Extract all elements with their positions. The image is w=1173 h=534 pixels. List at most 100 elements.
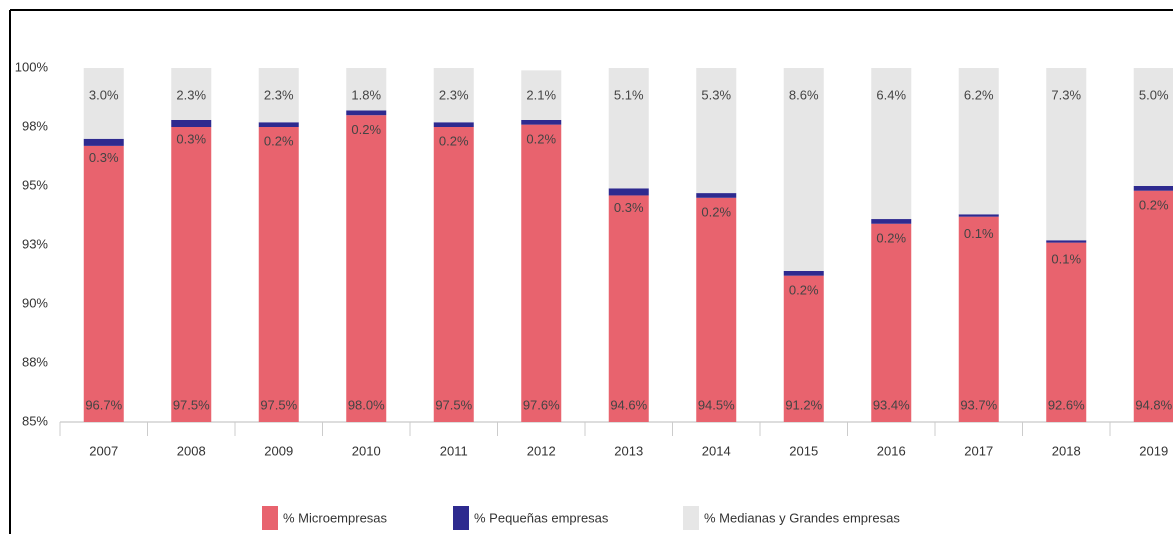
bar-segment	[521, 124, 562, 422]
bar-segment	[958, 216, 999, 422]
value-label: 97.5%	[435, 397, 472, 412]
bar-segment	[346, 110, 387, 116]
bar-segment	[433, 127, 474, 422]
bar-segment	[171, 68, 212, 120]
value-label: 8.6%	[789, 87, 819, 102]
value-label: 1.8%	[351, 87, 381, 102]
legend-swatch	[262, 506, 278, 530]
value-label: 2.3%	[264, 87, 294, 102]
bar-segment	[1133, 186, 1173, 191]
value-label: 93.4%	[873, 397, 910, 412]
bar-segment	[1046, 242, 1087, 422]
value-label: 0.3%	[89, 150, 119, 165]
y-tick-label: 98%	[22, 118, 48, 133]
bar-segment	[958, 68, 999, 215]
legend-swatch	[683, 506, 699, 530]
value-label: 0.3%	[614, 200, 644, 215]
y-tick-label: 85%	[22, 413, 48, 428]
bar-segment	[696, 193, 737, 198]
bar-segment	[871, 223, 912, 422]
bar-segment	[433, 122, 474, 127]
value-label: 2.1%	[526, 87, 556, 102]
bar-segment	[871, 219, 912, 224]
y-tick-label: 95%	[22, 177, 48, 192]
value-label: 96.7%	[85, 397, 122, 412]
value-label: 97.5%	[173, 397, 210, 412]
value-label: 5.3%	[701, 87, 731, 102]
value-label: 0.2%	[439, 134, 469, 149]
bar-segment	[1046, 240, 1087, 243]
x-tick-label: 2007	[89, 443, 118, 458]
x-tick-label: 2008	[177, 443, 206, 458]
x-tick-label: 2010	[352, 443, 381, 458]
x-tick-label: 2019	[1139, 443, 1168, 458]
legend-label: % Pequeñas empresas	[474, 510, 609, 525]
bar-segment	[171, 119, 212, 127]
bar-segment	[433, 68, 474, 123]
bar-segment	[83, 138, 124, 146]
bar-segment	[346, 115, 387, 422]
value-label: 0.2%	[526, 131, 556, 146]
bar-segment	[1133, 68, 1173, 186]
x-tick-label: 2016	[877, 443, 906, 458]
value-label: 5.1%	[614, 87, 644, 102]
value-label: 94.5%	[698, 397, 735, 412]
y-tick-label: 90%	[22, 295, 48, 310]
x-tick-label: 2018	[1052, 443, 1081, 458]
y-tick-label: 88%	[22, 354, 48, 369]
bar-segment	[258, 68, 299, 123]
bar-segment	[696, 197, 737, 422]
bar-segment	[1046, 68, 1087, 241]
value-label: 93.7%	[960, 397, 997, 412]
bar-segment	[258, 122, 299, 127]
bar-segment	[608, 195, 649, 422]
value-label: 98.0%	[348, 397, 385, 412]
bar-segment	[1133, 190, 1173, 422]
value-label: 0.2%	[1139, 197, 1169, 212]
value-label: 0.2%	[876, 230, 906, 245]
bar-segment	[871, 68, 912, 220]
bar-segment	[783, 68, 824, 271]
x-tick-label: 2017	[964, 443, 993, 458]
bar-segment	[521, 119, 562, 125]
bar-segment	[83, 68, 124, 139]
value-label: 97.6%	[523, 397, 560, 412]
x-tick-label: 2013	[614, 443, 643, 458]
value-label: 5.0%	[1139, 87, 1169, 102]
x-tick-label: 2009	[264, 443, 293, 458]
value-label: 91.2%	[785, 397, 822, 412]
bar-segment	[258, 127, 299, 422]
value-label: 0.1%	[964, 226, 994, 241]
bar-segment	[171, 127, 212, 422]
x-tick-label: 2012	[527, 443, 556, 458]
y-tick-label: 100%	[15, 59, 49, 74]
value-label: 6.4%	[876, 87, 906, 102]
value-label: 0.3%	[176, 131, 206, 146]
value-label: 0.2%	[701, 205, 731, 220]
value-label: 92.6%	[1048, 397, 1085, 412]
bar-segment	[608, 188, 649, 196]
x-tick-label: 2015	[789, 443, 818, 458]
x-tick-label: 2014	[702, 443, 731, 458]
value-label: 0.2%	[351, 122, 381, 137]
value-label: 3.0%	[89, 87, 119, 102]
value-label: 94.6%	[610, 397, 647, 412]
bar-segment	[83, 145, 124, 422]
value-label: 0.1%	[1051, 252, 1081, 267]
value-label: 2.3%	[176, 87, 206, 102]
value-label: 0.2%	[264, 134, 294, 149]
bar-segment	[521, 70, 562, 120]
y-tick-label: 93%	[22, 236, 48, 251]
value-label: 97.5%	[260, 397, 297, 412]
value-label: 94.8%	[1135, 397, 1172, 412]
bar-segment	[958, 214, 999, 217]
bar-segment	[696, 68, 737, 194]
value-label: 2.3%	[439, 87, 469, 102]
legend-swatch	[453, 506, 469, 530]
bar-segment	[783, 270, 824, 276]
x-tick-label: 2011	[440, 443, 468, 458]
value-label: 7.3%	[1051, 87, 1081, 102]
legend-label: % Medianas y Grandes empresas	[704, 510, 900, 525]
